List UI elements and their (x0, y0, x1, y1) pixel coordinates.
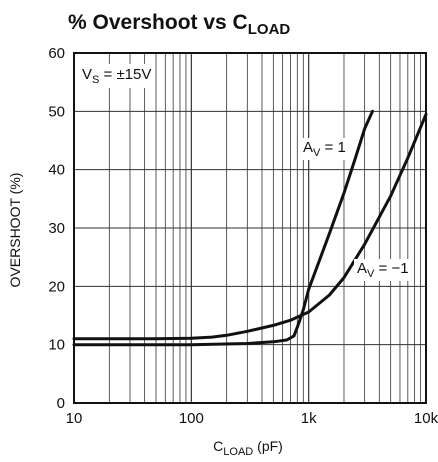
y-tick-label: 20 (48, 278, 65, 295)
series-label-1-sub: V (367, 268, 375, 280)
y-axis-title: OVERSHOOT (%) (7, 173, 23, 288)
condition-main: V (82, 66, 92, 83)
series-label-0-suffix: = 1 (320, 139, 345, 156)
plot-frame (73, 52, 427, 404)
x-axis-title-suffix: (pF) (253, 438, 283, 454)
series-label-av-neg1: AV = −1 (357, 260, 409, 280)
series-label-0-main: A (303, 139, 313, 156)
x-axis-title: CLOAD (pF) (213, 438, 283, 458)
condition-label: VS = ±15V (82, 66, 151, 86)
series-label-background (300, 138, 349, 160)
series-line-0 (72, 109, 374, 347)
y-tick-label: 60 (48, 45, 65, 62)
y-tick-label: 50 (48, 103, 65, 120)
series-label-0-sub: V (313, 147, 321, 159)
chart-title: % Overshoot vs CLOAD (68, 11, 290, 38)
series-label-1-main: A (357, 260, 367, 277)
x-axis-title-sub: LOAD (223, 446, 253, 458)
condition-sub: S (92, 74, 99, 86)
condition-label-background (78, 64, 156, 88)
x-tick-label: 10 (66, 410, 83, 427)
y-tick-label: 30 (48, 220, 65, 237)
x-tick-label: 1k (301, 410, 317, 427)
y-tick-label: 0 (57, 395, 65, 412)
series-label-1-suffix: = −1 (374, 260, 408, 277)
y-tick-label: 10 (48, 337, 65, 354)
grid (73, 52, 426, 404)
series-label-background (354, 259, 412, 281)
series-label-av-1: AV = 1 (303, 139, 346, 159)
x-axis-title-main: C (213, 438, 223, 454)
chart-title-main: % Overshoot vs C (68, 11, 248, 34)
series-line-1 (72, 112, 428, 341)
chart-title-sub: LOAD (248, 21, 291, 38)
y-tick-label: 40 (48, 162, 65, 179)
x-tick-label: 10k (414, 410, 438, 427)
x-tick-label: 100 (179, 410, 204, 427)
series (72, 109, 428, 347)
condition-suffix: = ±15V (99, 66, 151, 83)
